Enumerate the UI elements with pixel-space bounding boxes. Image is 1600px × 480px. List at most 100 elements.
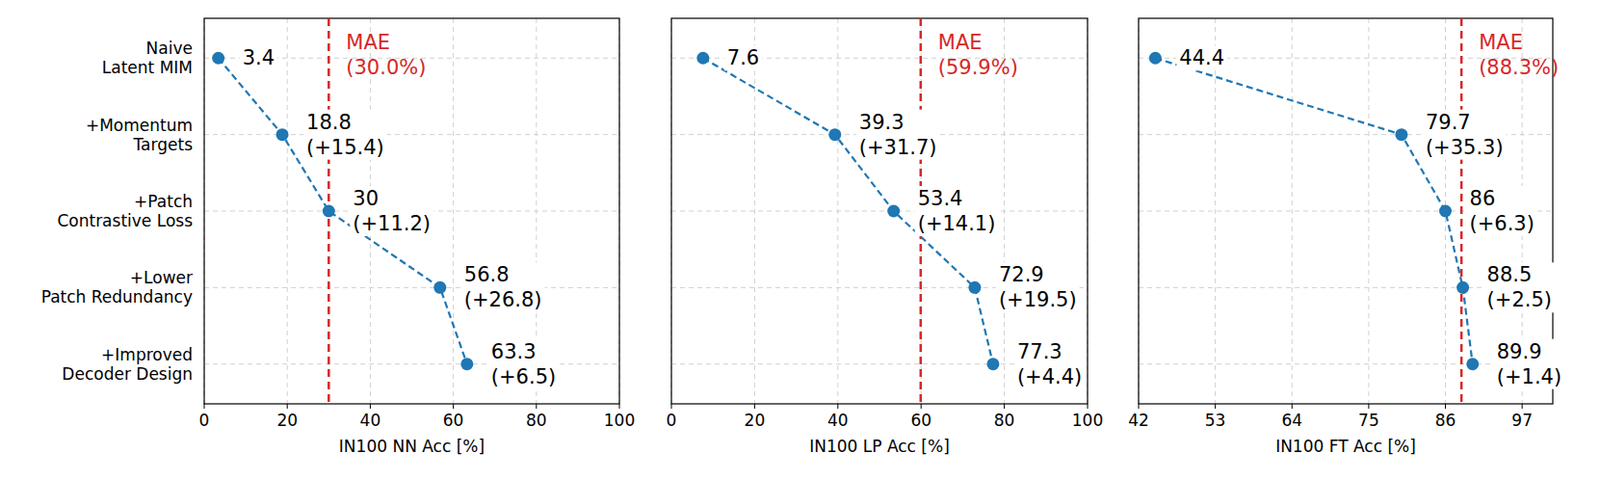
data-point (1466, 357, 1479, 370)
tick-mark (619, 403, 621, 409)
reference-line (1460, 18, 1464, 404)
annotation: MAE(88.3%) (1478, 30, 1559, 79)
data-point (211, 52, 225, 65)
x-tick-label: 0 (666, 410, 678, 430)
label-background (1467, 185, 1538, 237)
label-background (488, 339, 559, 390)
data-label: 53.4(+14.1) (918, 186, 997, 236)
background (0, 0, 1600, 480)
annotation: MAE(59.9%) (938, 30, 1019, 79)
data-label: 39.3(+31.7) (859, 110, 938, 159)
data-label: 88.5(+2.5) (1487, 262, 1552, 312)
x-tick-label: 100 (603, 410, 635, 430)
tick-mark (1138, 403, 1140, 409)
x-tick-label: 42 (1127, 410, 1150, 430)
tick-mark (287, 403, 289, 409)
panel: 0 20 40 60 80 100 IN100 NN Acc [%] NaiveLatent … (41, 18, 636, 456)
tick-mark (204, 403, 206, 409)
y-tick-label: NaiveLatent MIM (102, 38, 193, 78)
label-background (915, 185, 999, 237)
x-axis-label: IN100 FT Acc [%] (1275, 436, 1417, 456)
data-point (1456, 281, 1469, 294)
data-point (1439, 205, 1452, 218)
label-background (239, 45, 278, 71)
data-label: 77.3(+4.4) (1017, 340, 1082, 389)
label-background (1422, 109, 1507, 160)
annotation: MAE(30.0%) (345, 30, 426, 79)
tick-mark (452, 403, 454, 409)
data-label: 30(+11.2) (352, 186, 431, 236)
plot-frame (671, 18, 1088, 404)
data-label: 89.9(+1.4) (1496, 340, 1562, 389)
marks (1149, 18, 1479, 404)
x-tick-label: 64 (1281, 410, 1303, 430)
y-tick-label: +LowerPatch Redundancy (41, 267, 193, 307)
grid-line (452, 18, 454, 404)
x-tick-label: 20 (276, 410, 298, 430)
x-tick-label: 40 (360, 410, 382, 430)
x-tick-label: 80 (994, 410, 1016, 430)
data-label: 7.6 (727, 46, 760, 70)
tick-mark (837, 403, 839, 409)
figure: 0 20 40 60 80 100 IN100 NN Acc [%] NaiveLatent … (0, 0, 1600, 480)
x-tick-label: 20 (744, 410, 766, 430)
grid-line (1214, 18, 1216, 404)
tick-mark (671, 403, 673, 409)
marks (211, 18, 473, 404)
label-background (461, 262, 546, 313)
tick-mark (1087, 403, 1089, 409)
grid-line (204, 287, 620, 289)
y-tick-label: +MomentumTargets (85, 115, 193, 155)
tick-mark (535, 403, 537, 409)
label-background (1494, 339, 1565, 390)
data-label: 63.3(+6.5) (491, 340, 556, 389)
tick-mark (1367, 403, 1369, 409)
data-label: 79.7(+35.3) (1425, 110, 1504, 159)
tick-mark (920, 403, 922, 409)
x-tick-label: 53 (1205, 410, 1227, 430)
data-label: 56.8(+26.8) (464, 262, 543, 312)
tick-mark (1444, 403, 1446, 409)
x-tick-label: 100 (1072, 410, 1103, 430)
x-tick-label: 60 (443, 410, 465, 430)
data-label: 18.8(+15.4) (306, 110, 385, 159)
x-tick-label: 60 (910, 410, 932, 430)
data-point (968, 281, 981, 294)
data-point (460, 357, 473, 370)
data-point (322, 205, 336, 218)
data-point (828, 128, 841, 141)
label-background (996, 262, 1080, 313)
tick-mark (1291, 403, 1293, 409)
data-point (696, 52, 709, 65)
x-axis-label: IN100 NN Acc [%] (339, 436, 485, 456)
data-point (276, 128, 289, 141)
tick-mark (369, 403, 371, 409)
label-background (303, 109, 388, 160)
data-point (1149, 52, 1162, 65)
tick-mark (1521, 403, 1523, 409)
data-point (986, 357, 999, 370)
x-tick-label: 40 (827, 410, 849, 430)
grid-line (754, 18, 756, 404)
data-point (1394, 128, 1408, 141)
plot-frame (204, 18, 620, 404)
x-tick-label: 0 (199, 410, 210, 430)
grid-line (204, 133, 620, 135)
label-background (724, 45, 762, 71)
tick-mark (754, 403, 756, 409)
label-background (1176, 45, 1228, 71)
data-label: 44.4 (1179, 46, 1225, 70)
panel: 425364758697IN100 FT Acc [%]MAE(88.3%)44… (1127, 18, 1565, 456)
grid-line (671, 210, 1088, 212)
x-tick-label: 97 (1511, 410, 1533, 430)
data-label: 72.9(+19.5) (998, 262, 1077, 312)
grid-line (1138, 363, 1553, 365)
x-tick-label: 75 (1358, 410, 1380, 430)
grid-line (1291, 18, 1293, 404)
x-tick-label: 80 (525, 410, 548, 430)
label-background (1484, 262, 1555, 313)
y-tick-label: +PatchContrastive Loss (56, 191, 193, 231)
data-label: 86(+6.3) (1469, 186, 1535, 236)
label-background (856, 109, 941, 160)
y-tick-label: +ImprovedDecoder Design (61, 344, 193, 384)
